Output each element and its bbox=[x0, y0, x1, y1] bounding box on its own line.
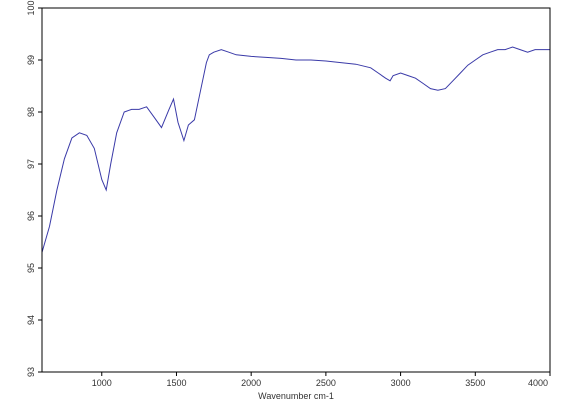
y-tick-label: 100 bbox=[26, 0, 36, 15]
y-tick-label: 97 bbox=[26, 159, 36, 169]
x-tick-label: 1000 bbox=[92, 378, 112, 388]
x-tick-label: 3500 bbox=[465, 378, 485, 388]
x-tick-label: 2000 bbox=[241, 378, 261, 388]
series-line bbox=[41, 46, 550, 253]
y-tick-label: 99 bbox=[26, 55, 36, 65]
x-tick-label: 3000 bbox=[391, 378, 411, 388]
y-tick-label: 95 bbox=[26, 263, 36, 273]
plot-frame bbox=[41, 7, 551, 373]
x-tick-label: 2500 bbox=[316, 378, 336, 388]
y-tick-label: 93 bbox=[26, 367, 36, 377]
y-tick-label: 94 bbox=[26, 315, 36, 325]
x-tick-label: 1500 bbox=[166, 378, 186, 388]
x-tick-label: 4000 bbox=[528, 378, 548, 388]
x-axis-label: Wavenumber cm-1 bbox=[258, 391, 334, 401]
y-tick-label: 96 bbox=[26, 211, 36, 221]
y-tick-label: 98 bbox=[26, 107, 36, 117]
